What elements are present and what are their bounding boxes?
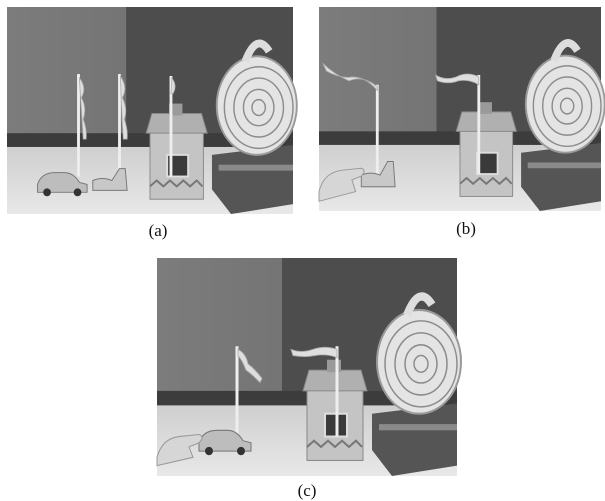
book-edge [379, 424, 457, 430]
wheel [74, 188, 82, 196]
chimney [479, 102, 492, 114]
wheel [237, 447, 245, 455]
figure: (a) (b) (c) [0, 0, 605, 501]
fan-body [377, 310, 461, 414]
photo [157, 258, 461, 476]
panel-label: (a) [149, 221, 168, 240]
panel-label: (b) [456, 219, 476, 238]
panel-label: (c) [298, 481, 317, 500]
chimney [327, 360, 341, 372]
fan-body [526, 56, 605, 153]
book-edge [528, 162, 601, 168]
book-edge [219, 165, 293, 171]
house-roof [146, 113, 207, 133]
wheel [43, 188, 51, 196]
house-roof [303, 370, 367, 391]
house-roof [456, 112, 516, 131]
fan-body [217, 56, 297, 155]
photo [7, 7, 297, 214]
page: {"panels": [{"label": "(a)"}, {"label": … [0, 0, 605, 501]
photo [319, 7, 605, 211]
wheel [205, 447, 213, 455]
